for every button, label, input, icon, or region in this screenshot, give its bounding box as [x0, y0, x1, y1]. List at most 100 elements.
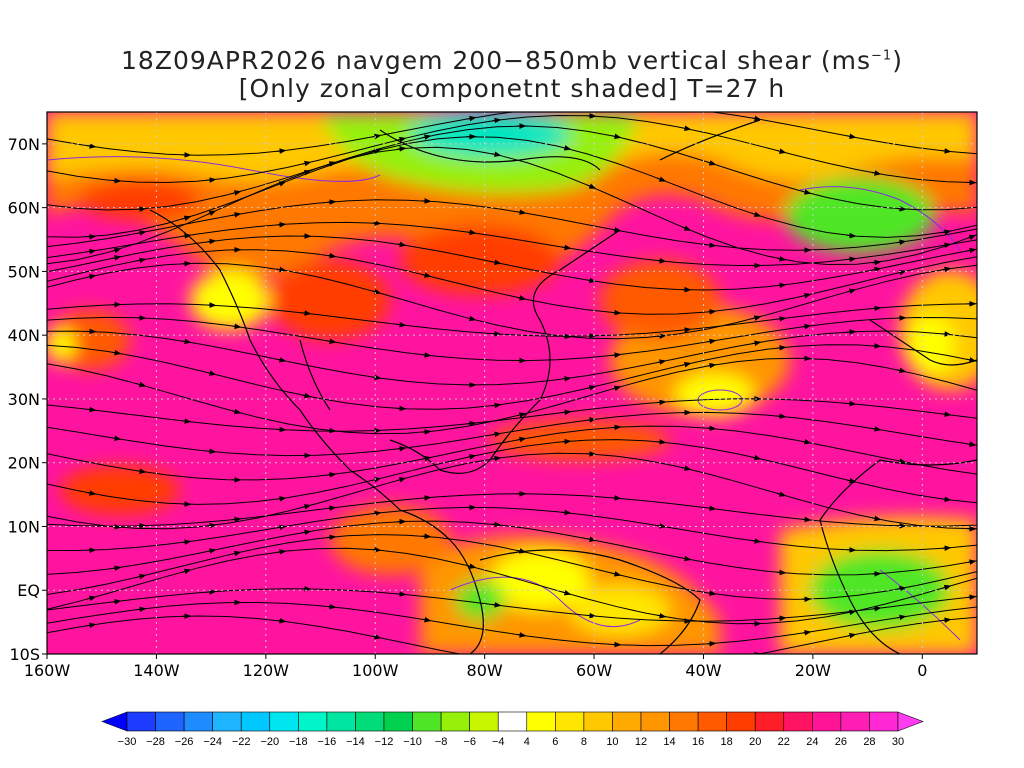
flow-arrow	[561, 409, 572, 416]
flow-arrow	[396, 241, 407, 248]
flow-arrow	[466, 315, 477, 322]
flow-arrow	[706, 242, 717, 248]
flow-arrow	[396, 136, 407, 143]
streamline	[47, 493, 977, 527]
flow-arrow	[231, 516, 242, 523]
flow-arrow	[846, 232, 857, 239]
flow-arrow	[491, 117, 502, 124]
colorbar-label: −4	[492, 736, 505, 748]
flow-arrow	[561, 589, 572, 596]
flow-arrow	[751, 538, 762, 544]
flow-arrow	[941, 617, 952, 623]
colorbar-label: −26	[175, 736, 194, 748]
flow-arrow	[231, 190, 242, 196]
flow-arrow	[681, 361, 692, 368]
colorbar-label: 12	[635, 736, 647, 748]
streamline	[47, 199, 977, 251]
flow-arrow	[421, 272, 432, 278]
flow-arrow	[326, 338, 337, 344]
colorbar-swatch	[183, 711, 213, 732]
colorbar-swatch	[326, 711, 356, 732]
flow-arrow	[941, 584, 952, 591]
flow-arrow	[966, 357, 977, 363]
gridlines	[47, 112, 977, 654]
flow-arrow	[276, 148, 287, 154]
flow-arrow	[706, 590, 717, 596]
flow-arrow	[966, 234, 977, 241]
colorbar-label: −18	[289, 736, 308, 748]
streamline	[47, 262, 977, 340]
flow-arrow	[656, 333, 667, 340]
flow-arrow	[326, 505, 337, 512]
flow-arrow	[776, 148, 787, 154]
flow-arrow	[896, 586, 907, 592]
flow-arrow	[371, 288, 382, 295]
flow-arrow	[276, 496, 287, 502]
flow-arrow	[491, 602, 502, 608]
title-suffix: )	[892, 46, 903, 75]
flow-arrow	[491, 151, 502, 157]
lat-label: 40N	[8, 326, 40, 345]
lon-label: 160W	[24, 661, 71, 680]
longitude-labels: 160W 140W 120W 100W 80W 60W 40W 20W 0	[24, 654, 927, 680]
flow-arrow	[136, 573, 147, 580]
colorbar-label: −8	[435, 736, 448, 748]
colorbar-swatch	[783, 711, 813, 732]
flow-arrow	[751, 115, 762, 122]
flow-arrow	[706, 160, 717, 166]
flow-arrow	[801, 439, 812, 445]
flow-arrow	[206, 370, 217, 376]
colorbar-label: 24	[806, 736, 818, 748]
flow-arrow	[206, 210, 217, 217]
flow-arrow	[516, 209, 527, 215]
flow-arrow	[586, 612, 597, 619]
flow-arrow	[611, 495, 622, 501]
flow-arrow	[516, 436, 527, 443]
flow-arrow	[706, 308, 717, 315]
flow-arrow	[396, 445, 407, 452]
colorbar-label: 30	[892, 736, 904, 748]
colorbar-right-arrow	[897, 711, 924, 732]
flow-arrow	[776, 316, 787, 322]
flow-arrow	[181, 233, 192, 239]
flow-arrow	[276, 357, 287, 363]
flow-arrow	[491, 521, 502, 528]
flow-arrow	[516, 632, 527, 638]
flow-arrow	[871, 426, 882, 432]
flow-arrow	[966, 594, 977, 601]
colorbar-label: −30	[118, 736, 137, 748]
flow-arrow	[941, 148, 952, 154]
lat-label: 10S	[9, 645, 40, 664]
flow-arrow	[86, 273, 97, 280]
lat-label: 70N	[8, 135, 40, 154]
streamline	[47, 125, 977, 211]
flow-arrow	[206, 177, 217, 183]
flow-arrow	[136, 257, 147, 264]
colorbar-swatch	[583, 711, 613, 732]
flow-arrow	[706, 362, 717, 369]
chart-title-line-1: 18Z09APR2026 navgem 200−850mb vertical s…	[0, 46, 1024, 75]
flow-arrow	[86, 143, 97, 149]
flow-arrow	[801, 630, 812, 636]
flow-arrow	[466, 115, 477, 122]
flow-arrow	[941, 242, 952, 249]
flow-arrow	[846, 256, 857, 263]
streamline	[47, 344, 977, 410]
flow-arrow	[751, 454, 762, 461]
streamline	[47, 235, 977, 291]
colorbar-swatch	[869, 711, 899, 732]
flow-arrow	[966, 559, 977, 565]
flow-arrow	[941, 331, 952, 337]
lat-label: 10N	[8, 517, 40, 536]
colorbar-swatch	[212, 711, 242, 732]
flow-arrow	[396, 146, 407, 152]
flow-arrow	[871, 170, 882, 176]
flow-arrow	[846, 477, 857, 484]
flow-arrow	[776, 255, 787, 262]
streamline	[47, 615, 977, 654]
flow-arrow	[871, 515, 882, 522]
lat-label: 20N	[8, 454, 40, 473]
streamline	[47, 534, 977, 600]
streamline	[47, 547, 977, 625]
